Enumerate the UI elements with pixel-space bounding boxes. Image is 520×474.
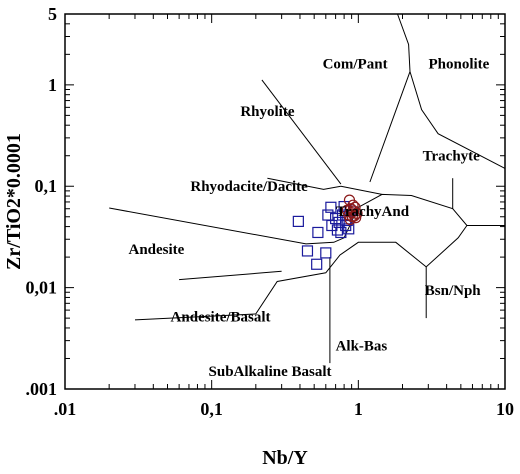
x-tick-label: .01: [54, 399, 77, 419]
field-label: Phonolite: [428, 57, 489, 73]
data-point-square: [311, 258, 323, 270]
field-boundary-11: [409, 71, 506, 169]
field-boundary-3: [179, 270, 282, 281]
data-point-square: [312, 226, 324, 239]
data-point-circle: [351, 207, 363, 219]
data-point-square: [320, 247, 332, 259]
y-tick-label: 5: [48, 4, 57, 24]
x-tick-label: 10: [496, 399, 514, 419]
field-boundaries: [109, 13, 506, 364]
field-label: Bsn/Nph: [425, 283, 482, 299]
axis-ticks: .01 0,1 1 10 .001 0,01 0,1 1 5: [26, 4, 515, 419]
field-label: Rhyodacite/Dacite: [190, 179, 308, 195]
field-label: SubAlkaline Basalt: [209, 364, 332, 380]
data-point-circle: [350, 212, 362, 224]
data-point-square: [322, 209, 334, 221]
field-boundary-8: [340, 185, 383, 195]
field-boundary-6: [267, 177, 341, 190]
y-tick-label: .001: [26, 379, 58, 399]
data-point-square: [301, 245, 314, 257]
field-boundary-10: [397, 13, 411, 72]
field-label: TrachyAnd: [336, 204, 410, 220]
y-tick-label: 0,01: [26, 278, 58, 298]
field-boundary-9: [369, 71, 411, 183]
data-points: [292, 194, 363, 270]
x-tick-label: 1: [354, 399, 363, 419]
field-boundary-2: [134, 225, 468, 321]
field-boundary-1: [109, 193, 505, 245]
field-label: Alk-Bas: [336, 338, 388, 354]
x-axis-title: Nb/Y: [262, 447, 308, 469]
field-labels: Com/Pant Phonolite Rhyolite Trachyte Rhyodac…: [128, 57, 489, 381]
data-point-circle: [348, 210, 360, 222]
field-label: Andesite/Basalt: [171, 309, 271, 325]
y-tick-label: 1: [48, 75, 57, 95]
field-label: Trachyte: [423, 149, 481, 165]
data-point-square: [292, 215, 304, 227]
field-label: Andesite: [128, 242, 184, 258]
data-point-square: [325, 201, 337, 213]
y-axis-title: Zr/TiO2*0.0001: [3, 133, 25, 270]
field-label: Com/Pant: [323, 57, 388, 73]
y-tick-label: 0,1: [35, 176, 58, 196]
data-point-square: [330, 212, 342, 225]
field-label: Rhyolite: [240, 104, 295, 120]
x-tick-label: 0,1: [200, 399, 223, 419]
field-boundary-7: [261, 79, 342, 185]
